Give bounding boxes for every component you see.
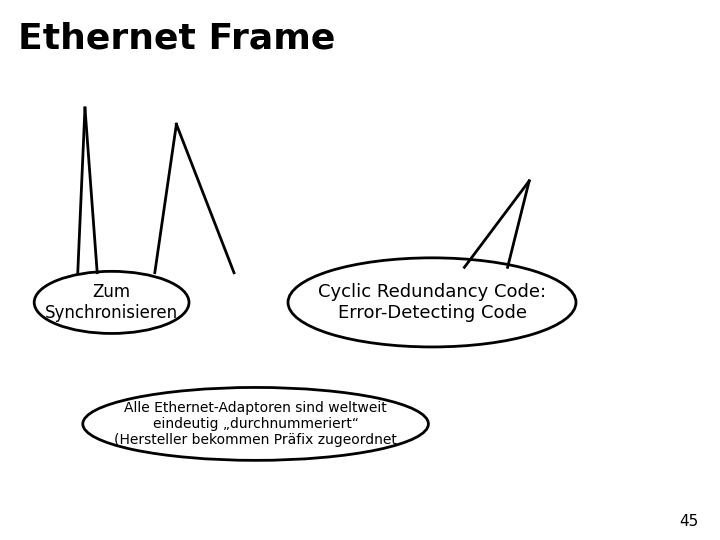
Text: 45: 45: [679, 514, 698, 529]
Text: Cyclic Redundancy Code:
Error-Detecting Code: Cyclic Redundancy Code: Error-Detecting …: [318, 283, 546, 322]
Text: Ethernet Frame: Ethernet Frame: [18, 22, 336, 56]
Text: Alle Ethernet-Adaptoren sind weltweit
eindeutig „durchnummeriert“
(Hersteller be: Alle Ethernet-Adaptoren sind weltweit ei…: [114, 401, 397, 447]
Text: Zum
Synchronisieren: Zum Synchronisieren: [45, 283, 178, 322]
